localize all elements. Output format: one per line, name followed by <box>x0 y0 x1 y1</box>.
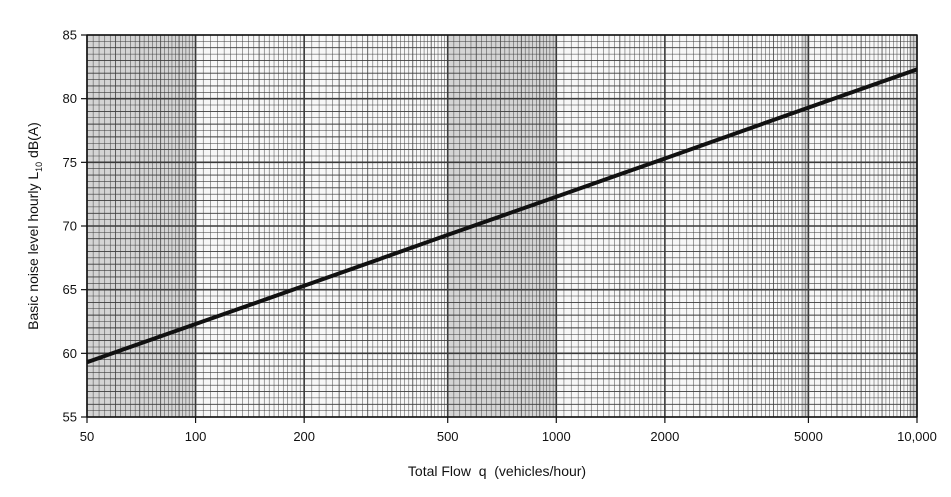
x-tick-label: 500 <box>437 429 459 444</box>
y-tick-label: 70 <box>63 219 77 234</box>
x-tick-label: 2000 <box>650 429 679 444</box>
x-tick-label: 50 <box>80 429 94 444</box>
x-tick-label: 1000 <box>542 429 571 444</box>
y-axis-title-tail: dB(A) <box>25 122 41 162</box>
y-tick-label: 60 <box>63 346 77 361</box>
tick-labels: 55 60 65 70 75 80 85 50 100 200 500 1000 2000 5000 10,… <box>63 28 937 445</box>
grid <box>81 34 918 423</box>
x-tick-label: 100 <box>185 429 207 444</box>
series-layer <box>86 67 918 365</box>
y-axis-title-main: Basic noise level hourly L <box>25 172 41 330</box>
y-tick-label: 75 <box>63 155 77 170</box>
x-axis-title: Total Flow q (vehicles/hour) <box>408 463 586 479</box>
y-tick-label: 85 <box>63 28 77 43</box>
y-tick-label: 80 <box>63 91 77 106</box>
x-tick-label: 10,000 <box>897 429 937 444</box>
y-axis-title: Basic noise level hourly L10 dB(A) <box>25 122 44 330</box>
x-tick-label: 200 <box>293 429 315 444</box>
y-tick-label: 55 <box>63 410 77 425</box>
x-tick-label: 5000 <box>794 429 823 444</box>
y-tick-label: 65 <box>63 282 77 297</box>
series-line <box>86 67 918 365</box>
y-axis-title-subscript: 10 <box>34 162 44 172</box>
